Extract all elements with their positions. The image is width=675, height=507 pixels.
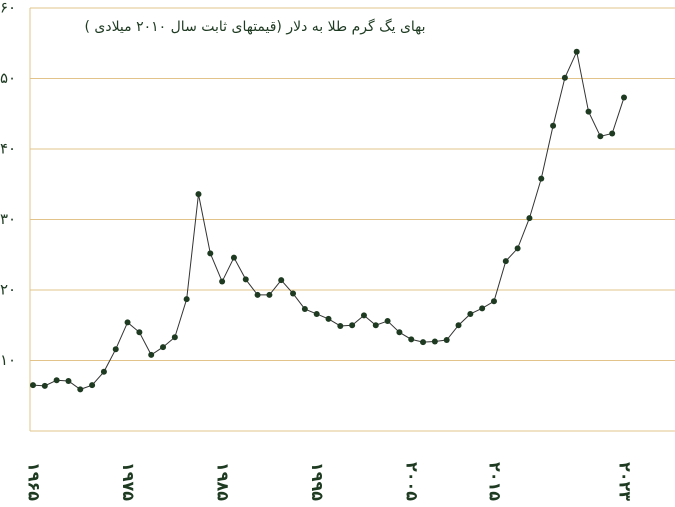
point (219, 278, 226, 285)
point (301, 306, 308, 313)
point (502, 258, 509, 265)
point (337, 322, 344, 329)
point (100, 368, 107, 375)
point (420, 339, 427, 346)
point (183, 296, 190, 303)
point (550, 122, 557, 129)
point (431, 338, 438, 345)
point (254, 291, 261, 298)
point (171, 334, 178, 341)
point (124, 319, 131, 326)
point (207, 250, 214, 257)
point (609, 130, 616, 137)
point (136, 329, 143, 336)
point (65, 377, 72, 384)
point (313, 310, 320, 317)
y-tick-label: ۵۰ (0, 69, 16, 87)
point (89, 382, 96, 389)
point (538, 175, 545, 182)
point (160, 344, 167, 351)
point (573, 48, 580, 55)
point (408, 336, 415, 343)
point (490, 298, 497, 305)
x-tick-label: ۱۹۶۵ (25, 462, 44, 501)
point (467, 310, 474, 317)
x-tick-label: ۱۹۷۵ (119, 462, 138, 501)
point (597, 133, 604, 140)
point (360, 312, 367, 319)
point (349, 322, 356, 329)
point (112, 346, 119, 353)
point (230, 254, 237, 261)
point (396, 329, 403, 336)
point (384, 318, 391, 325)
point (372, 322, 379, 329)
line (32, 50, 625, 390)
point (514, 245, 521, 252)
y-tick-label: ۱۰ (0, 351, 16, 369)
point (266, 291, 273, 298)
point (443, 337, 450, 344)
point (41, 382, 48, 389)
point (278, 277, 285, 284)
point (455, 322, 462, 329)
point (148, 351, 155, 358)
point (77, 386, 84, 393)
point (242, 276, 249, 283)
point (621, 94, 627, 101)
point (325, 315, 332, 322)
x-tick-label: ۱۹۹۵ (308, 462, 327, 501)
point (561, 74, 568, 81)
x-tick-label: ۲۰۱۵ (485, 462, 504, 501)
point (585, 108, 592, 115)
y-tick-label: ۳۰ (0, 210, 16, 228)
x-tick-label: ۲۰۰۵ (403, 462, 422, 501)
point (30, 382, 36, 389)
y-tick-label: ۴۰ (0, 140, 16, 158)
point (479, 305, 486, 312)
x-tick-label: ۲۰۲۳ (616, 462, 635, 501)
y-tick-label: ۶۰ (0, 0, 16, 17)
point (526, 215, 533, 222)
point (290, 290, 297, 297)
chart-title: بهای یگ گرم طلا به دلار (قیمتهای ثابت سا… (84, 18, 425, 35)
point (53, 377, 60, 384)
x-tick-label: ۱۹۸۵ (214, 462, 233, 501)
point (195, 191, 202, 198)
y-tick-label: ۲۰ (0, 281, 16, 299)
